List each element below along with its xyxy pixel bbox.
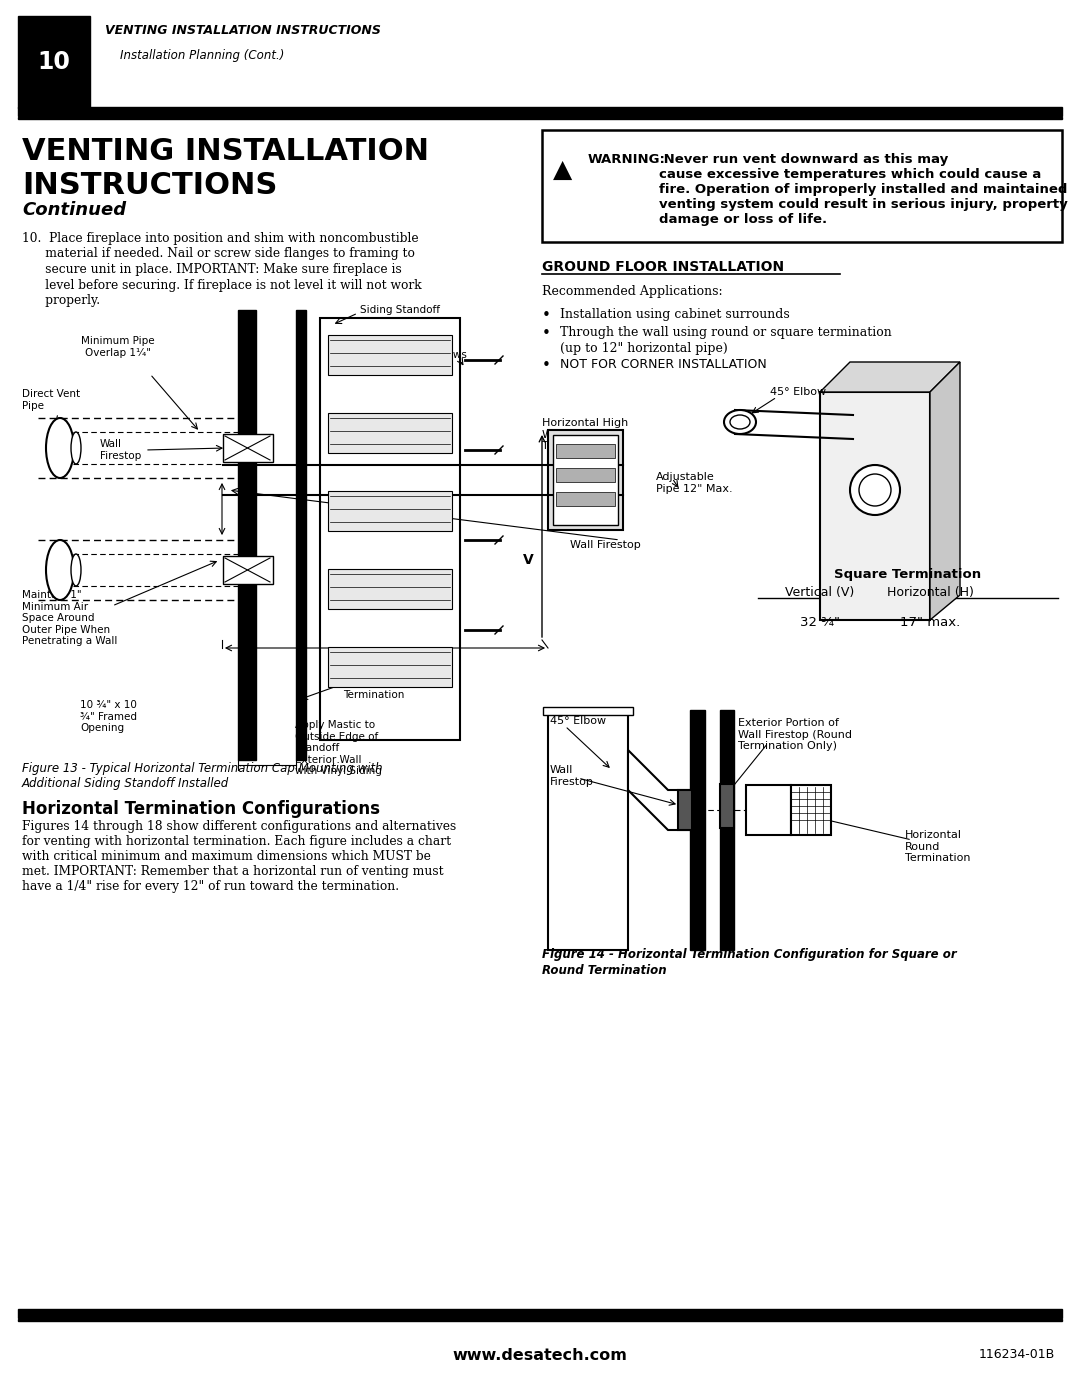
Text: 10.  Place fireplace into position and shim with noncombustible: 10. Place fireplace into position and sh… <box>22 232 419 244</box>
Text: H: H <box>379 658 391 672</box>
Bar <box>18 1309 1062 1317</box>
Text: 116234-01B: 116234-01B <box>978 1348 1055 1362</box>
Ellipse shape <box>46 418 75 478</box>
Text: (up to 12" horizontal pipe): (up to 12" horizontal pipe) <box>561 342 728 355</box>
Text: Square Termination: Square Termination <box>835 569 982 581</box>
Text: VENTING INSTALLATION: VENTING INSTALLATION <box>22 137 429 166</box>
Text: Round Termination: Round Termination <box>542 964 666 977</box>
Text: Figures 14 through 18 show different configurations and alternatives: Figures 14 through 18 show different con… <box>22 820 456 833</box>
Text: Continued: Continued <box>22 201 126 219</box>
Bar <box>328 335 453 374</box>
Text: Recommended Applications:: Recommended Applications: <box>542 285 723 298</box>
Bar <box>18 117 1062 119</box>
Text: Siding Standoff: Siding Standoff <box>360 305 440 314</box>
Text: •: • <box>542 326 551 341</box>
Bar <box>690 710 705 950</box>
Ellipse shape <box>71 555 81 585</box>
Text: have a 1/4" rise for every 12" of run toward the termination.: have a 1/4" rise for every 12" of run to… <box>22 880 400 893</box>
Text: Apply Mastic to
Outside Edge of
Standoff
Exterior Wall
with Vinyl Siding: Apply Mastic to Outside Edge of Standoff… <box>295 719 382 777</box>
Text: Figure 14 - Horizontal Termination Configuration for Square or: Figure 14 - Horizontal Termination Confi… <box>542 949 957 961</box>
Circle shape <box>859 474 891 506</box>
Bar <box>328 490 453 531</box>
Ellipse shape <box>730 415 750 429</box>
Text: Wall
Firestop: Wall Firestop <box>550 766 594 787</box>
Text: V: V <box>523 553 534 567</box>
Bar <box>18 1319 1062 1322</box>
Bar <box>553 434 618 525</box>
Text: with critical minimum and maximum dimensions which MUST be: with critical minimum and maximum dimens… <box>22 849 431 863</box>
Text: for venting with horizontal termination. Each figure includes a chart: for venting with horizontal termination.… <box>22 835 451 848</box>
Text: material if needed. Nail or screw side flanges to framing to: material if needed. Nail or screw side f… <box>22 247 415 260</box>
Text: Figure 13 - Typical Horizontal Termination Cap Mounting with
Additional Siding S: Figure 13 - Typical Horizontal Terminati… <box>22 761 382 789</box>
Text: Wall
Firestop: Wall Firestop <box>100 439 141 461</box>
Text: www.desatech.com: www.desatech.com <box>453 1348 627 1362</box>
Circle shape <box>850 465 900 515</box>
Ellipse shape <box>71 432 81 464</box>
Text: Horizontal
Round
Termination: Horizontal Round Termination <box>905 830 971 863</box>
Ellipse shape <box>46 541 75 599</box>
Text: Vertical (V): Vertical (V) <box>785 585 854 599</box>
Text: Adjustable
Pipe 12" Max.: Adjustable Pipe 12" Max. <box>656 472 732 493</box>
Bar <box>296 310 306 760</box>
Bar <box>328 647 453 687</box>
Text: Through the wall using round or square termination: Through the wall using round or square t… <box>561 326 892 339</box>
Bar <box>548 430 623 529</box>
Text: 32 ¾": 32 ¾" <box>800 616 840 629</box>
Text: Installation using cabinet surrounds: Installation using cabinet surrounds <box>561 307 789 321</box>
Bar <box>18 15 90 108</box>
Text: WARNING:: WARNING: <box>588 154 666 166</box>
Text: Horizontal High
Wind Square
Termination: Horizontal High Wind Square Termination <box>542 418 629 451</box>
Text: Wall Firestop: Wall Firestop <box>570 541 640 550</box>
Text: Direct Vent
Pipe: Direct Vent Pipe <box>22 390 80 411</box>
Bar <box>222 434 273 462</box>
Text: INSTRUCTIONS: INSTRUCTIONS <box>22 170 278 200</box>
Text: Horizontal (H): Horizontal (H) <box>887 585 973 599</box>
Bar <box>746 785 791 835</box>
Polygon shape <box>820 393 930 620</box>
Text: 17" max.: 17" max. <box>900 616 960 629</box>
Text: GROUND FLOOR INSTALLATION: GROUND FLOOR INSTALLATION <box>542 260 784 274</box>
Bar <box>720 784 734 828</box>
Text: •: • <box>542 358 551 373</box>
Bar <box>556 468 615 482</box>
Bar <box>328 414 453 453</box>
Bar <box>791 785 831 835</box>
Bar <box>238 310 256 760</box>
Bar <box>328 569 453 609</box>
Text: level before securing. If fireplace is not level it will not work: level before securing. If fireplace is n… <box>22 278 421 292</box>
Text: VENTING INSTALLATION INSTRUCTIONS: VENTING INSTALLATION INSTRUCTIONS <box>105 24 381 36</box>
Bar <box>222 556 273 584</box>
Text: High Wind
Termination: High Wind Termination <box>343 678 404 700</box>
Text: met. IMPORTANT: Remember that a horizontal run of venting must: met. IMPORTANT: Remember that a horizont… <box>22 865 444 877</box>
Text: 10 ¾" x 10
¾" Framed
Opening: 10 ¾" x 10 ¾" Framed Opening <box>80 700 137 733</box>
Text: properly.: properly. <box>22 293 100 307</box>
Text: •: • <box>542 307 551 323</box>
Text: Maintain 1"
Minimum Air
Space Around
Outer Pipe When
Penetrating a Wall: Maintain 1" Minimum Air Space Around Out… <box>22 590 118 647</box>
Text: 45° Elbow: 45° Elbow <box>550 717 606 726</box>
Polygon shape <box>627 750 690 830</box>
Text: NOT FOR CORNER INSTALLATION: NOT FOR CORNER INSTALLATION <box>561 358 767 372</box>
Text: secure unit in place. IMPORTANT: Make sure fireplace is: secure unit in place. IMPORTANT: Make su… <box>22 263 402 277</box>
Bar <box>678 789 692 830</box>
Text: ▲: ▲ <box>553 158 572 182</box>
Polygon shape <box>820 362 960 393</box>
Text: 10: 10 <box>38 50 70 74</box>
Bar <box>720 710 734 950</box>
Ellipse shape <box>724 409 756 434</box>
Text: Exterior Portion of
Wall Firestop (Round
Termination Only): Exterior Portion of Wall Firestop (Round… <box>738 718 852 752</box>
Text: Never run vent downward as this may
cause excessive temperatures which could cau: Never run vent downward as this may caus… <box>659 154 1068 226</box>
Bar <box>18 108 1062 116</box>
Bar <box>542 130 1062 242</box>
Text: Minimum Pipe
Overlap 1¹⁄₄": Minimum Pipe Overlap 1¹⁄₄" <box>81 337 154 358</box>
Bar <box>320 319 460 740</box>
Bar <box>548 710 627 950</box>
Polygon shape <box>930 362 960 620</box>
Bar <box>543 707 633 715</box>
Bar <box>556 444 615 458</box>
Text: 45° Elbow: 45° Elbow <box>770 387 826 397</box>
Text: Screws: Screws <box>430 351 467 360</box>
Bar <box>556 492 615 506</box>
Text: Installation Planning (Cont.): Installation Planning (Cont.) <box>105 49 284 61</box>
Text: Horizontal Termination Configurations: Horizontal Termination Configurations <box>22 800 380 819</box>
